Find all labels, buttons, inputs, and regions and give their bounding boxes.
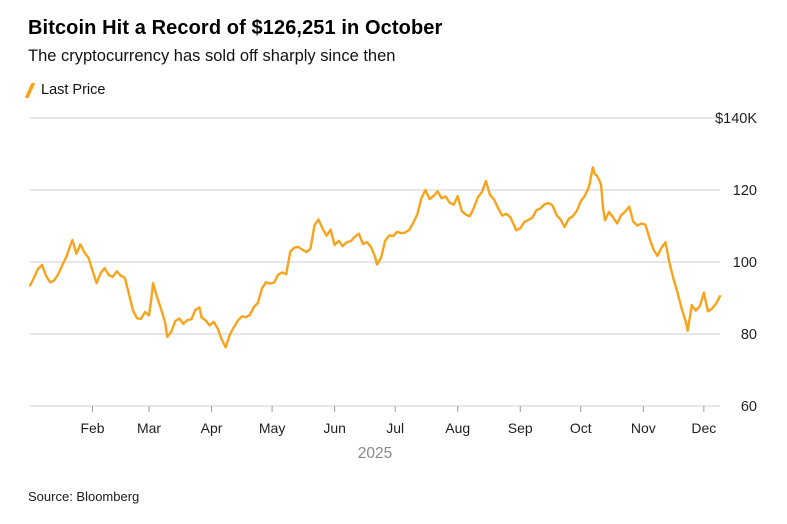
x-axis-label: Dec xyxy=(691,420,716,436)
y-axis-label: 120 xyxy=(733,183,757,199)
y-axis-label: $140K xyxy=(715,111,757,127)
x-axis-label: Mar xyxy=(137,420,161,436)
chart-area: 60 80 100 120 $140K Feb Mar Apr May Jun Jul Aug Sep O… xyxy=(0,101,787,481)
chart-header: Bitcoin Hit a Record of $126,251 in Octo… xyxy=(0,0,787,99)
source-attribution: Source: Bloomberg xyxy=(28,488,140,504)
legend: Last Price xyxy=(24,82,759,99)
x-axis-year-label: 2025 xyxy=(358,445,392,462)
y-axis-label: 100 xyxy=(733,255,757,271)
x-axis-label: Nov xyxy=(631,420,656,436)
x-axis-label: Sep xyxy=(508,420,533,436)
chart-title: Bitcoin Hit a Record of $126,251 in Octo… xyxy=(28,17,443,39)
x-axis-label: Jun xyxy=(323,420,346,436)
legend-slash-icon xyxy=(24,82,36,98)
price-line xyxy=(28,165,722,349)
x-axis-label: Jul xyxy=(386,420,404,436)
x-axis-label: Aug xyxy=(445,420,470,436)
chart-subtitle: The cryptocurrency has sold off sharply … xyxy=(28,47,396,65)
x-axis-label: Feb xyxy=(80,420,104,436)
x-axis-label: Oct xyxy=(570,420,592,436)
y-axis-label: 80 xyxy=(741,327,757,343)
price-chart-svg: 60 80 100 120 $140K Feb Mar Apr May Jun Jul Aug Sep O… xyxy=(28,111,757,462)
x-axis-label: May xyxy=(259,420,285,436)
x-axis-label: Apr xyxy=(201,420,223,436)
y-axis-label: 60 xyxy=(741,399,757,415)
legend-label: Last Price xyxy=(41,82,106,99)
